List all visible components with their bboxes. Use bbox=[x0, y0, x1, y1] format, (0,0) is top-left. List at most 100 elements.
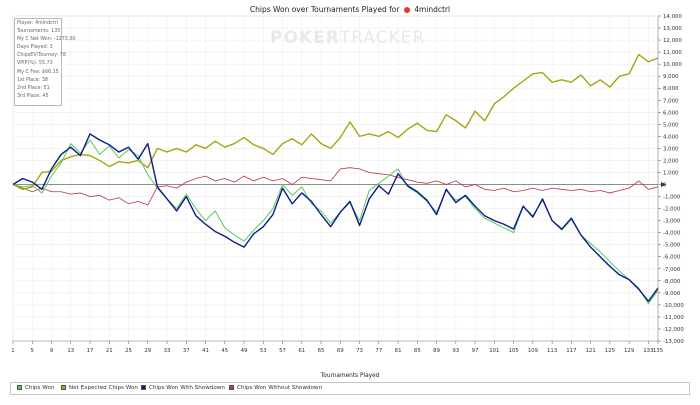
legend-item-without-showdown[interactable]: Chips Won Without Showdown bbox=[229, 385, 322, 391]
y-tick-label: -5,000 bbox=[663, 243, 681, 249]
y-tick-label: -4,000 bbox=[663, 231, 681, 237]
x-tick-label: 29 bbox=[144, 348, 151, 354]
watermark-light: TRACKER bbox=[339, 28, 426, 48]
y-tick-label: 4,000 bbox=[663, 134, 679, 140]
y-tick-label: 2,000 bbox=[663, 158, 679, 164]
x-tick-label: 45 bbox=[221, 348, 228, 354]
legend-item-with-showdown[interactable]: Chips Won With Showdown bbox=[141, 385, 225, 391]
player-stats-box: Player: 4mindctrl Tournaments: 135 My C … bbox=[14, 18, 76, 106]
y-tick-label: -13,000 bbox=[663, 339, 684, 345]
y-tick-label: 5,000 bbox=[663, 122, 679, 128]
legend-swatch bbox=[141, 385, 146, 390]
series-line-chips-won-without-showdown bbox=[12, 167, 659, 206]
x-tick-label: 113 bbox=[547, 348, 557, 354]
x-tick-label: 117 bbox=[566, 348, 576, 354]
stat-tournaments: Tournaments: 135 bbox=[17, 29, 61, 35]
x-tick-label: 125 bbox=[605, 348, 615, 354]
x-tick-label: 133 bbox=[643, 348, 653, 354]
legend-item-net-expected[interactable]: Net Expected Chips Won bbox=[61, 385, 138, 391]
x-tick-label: 105 bbox=[508, 348, 518, 354]
y-tick-label: 11,000 bbox=[663, 50, 682, 56]
legend-label: Chips Won bbox=[25, 385, 55, 391]
x-tick-label: 85 bbox=[414, 348, 421, 354]
x-tick-label: 21 bbox=[106, 348, 113, 354]
x-tick-label: 57 bbox=[279, 348, 286, 354]
x-tick-label: 53 bbox=[260, 348, 267, 354]
x-tick-label: 37 bbox=[183, 348, 190, 354]
x-tick-label: 121 bbox=[585, 348, 595, 354]
x-tick-label: 73 bbox=[356, 348, 363, 354]
y-tick-label: -2,000 bbox=[663, 207, 681, 213]
y-tick-label: -6,000 bbox=[663, 255, 681, 261]
stat-net-won: My C Net Won: -1273.00 bbox=[17, 37, 76, 43]
y-tick-label: -10,000 bbox=[663, 303, 684, 309]
y-tick-label: 6,000 bbox=[663, 110, 679, 116]
stat-second-place: 2nd Place: 51 bbox=[17, 85, 50, 91]
legend-swatch bbox=[61, 385, 66, 390]
chart-title-player: 4mindctrl bbox=[414, 5, 451, 14]
pokertracker-watermark: POKERTRACKER bbox=[270, 28, 425, 48]
y-tick-label: 14,000 bbox=[663, 14, 682, 20]
x-axis-label: Tournaments Played bbox=[320, 373, 380, 379]
x-tick-label: 97 bbox=[472, 348, 479, 354]
x-tick-label: 5 bbox=[31, 348, 34, 354]
x-tick-label: 13 bbox=[67, 348, 74, 354]
y-tick-label: 7,000 bbox=[663, 98, 679, 104]
x-tick-label: 135 bbox=[653, 348, 663, 354]
y-tick-label: 8,000 bbox=[663, 86, 679, 92]
y-tick-label: 1,000 bbox=[663, 170, 679, 176]
legend-label: Net Expected Chips Won bbox=[69, 385, 138, 391]
x-tick-label: 93 bbox=[452, 348, 459, 354]
series-line-chips-won-with-showdown bbox=[12, 133, 659, 302]
stat-days-played: Days Played: 3 bbox=[17, 45, 53, 51]
stat-first-place: 1st Place: 38 bbox=[17, 77, 48, 83]
x-tick-label: 41 bbox=[202, 348, 209, 354]
chart-title: Chips Won over Tournaments Played for 4m… bbox=[0, 5, 700, 14]
y-tick-label: 0 bbox=[663, 183, 667, 189]
y-tick-label: -1,000 bbox=[663, 195, 681, 201]
legend-item-chips-won[interactable]: Chips Won bbox=[17, 385, 54, 391]
chart-title-text: Chips Won over Tournaments Played for bbox=[249, 5, 400, 14]
x-tick-label: 9 bbox=[50, 348, 54, 354]
x-tick-label: 1 bbox=[11, 348, 14, 354]
legend-swatch bbox=[229, 385, 234, 390]
stat-fee: My C Fee: $66.15 bbox=[17, 69, 59, 75]
zero-line-marker-icon bbox=[661, 182, 666, 188]
y-tick-label: 13,000 bbox=[663, 26, 682, 32]
y-tick-label: -3,000 bbox=[663, 219, 681, 225]
x-tick-label: 109 bbox=[528, 348, 539, 354]
legend-label: Chips Won With Showdown bbox=[149, 385, 225, 391]
legend-swatch bbox=[17, 385, 22, 390]
x-tick-label: 77 bbox=[375, 348, 382, 354]
pokertracker-logo-icon bbox=[403, 7, 410, 13]
x-tick-label: 101 bbox=[489, 348, 499, 354]
stat-player: Player: 4mindctrl bbox=[17, 21, 58, 26]
x-tick-label: 33 bbox=[164, 348, 171, 354]
stat-vpip: VPIP(%): 55.73 bbox=[17, 61, 53, 67]
x-tick-label: 61 bbox=[298, 348, 305, 354]
x-tick-label: 65 bbox=[318, 348, 325, 354]
y-tick-label: 9,000 bbox=[663, 74, 679, 80]
stat-chipsev: ChipsEV/Tourney: 78 bbox=[17, 53, 66, 59]
y-tick-label: 3,000 bbox=[663, 146, 679, 152]
y-tick-label: -9,000 bbox=[663, 291, 681, 297]
x-tick-label: 129 bbox=[624, 348, 635, 354]
chart-legend: Chips Won Net Expected Chips Won Chips W… bbox=[10, 382, 690, 395]
y-tick-label: -11,000 bbox=[663, 315, 684, 321]
y-tick-label: 10,000 bbox=[663, 62, 682, 68]
legend-label: Chips Won Without Showdown bbox=[237, 385, 323, 391]
y-tick-label: -7,000 bbox=[663, 267, 681, 273]
stat-third-place: 3rd Place: 45 bbox=[17, 93, 49, 99]
x-tick-label: 69 bbox=[337, 348, 344, 354]
watermark-main: POKER bbox=[270, 28, 340, 48]
x-tick-label: 49 bbox=[241, 348, 248, 354]
y-tick-label: -12,000 bbox=[663, 327, 684, 333]
series-line-net-expected-chips-won bbox=[12, 53, 659, 191]
y-tick-label: 12,000 bbox=[663, 38, 682, 44]
x-tick-label: 89 bbox=[433, 348, 440, 354]
x-tick-label: 81 bbox=[395, 348, 402, 354]
x-tick-label: 17 bbox=[87, 348, 94, 354]
y-tick-label: -8,000 bbox=[663, 279, 681, 285]
